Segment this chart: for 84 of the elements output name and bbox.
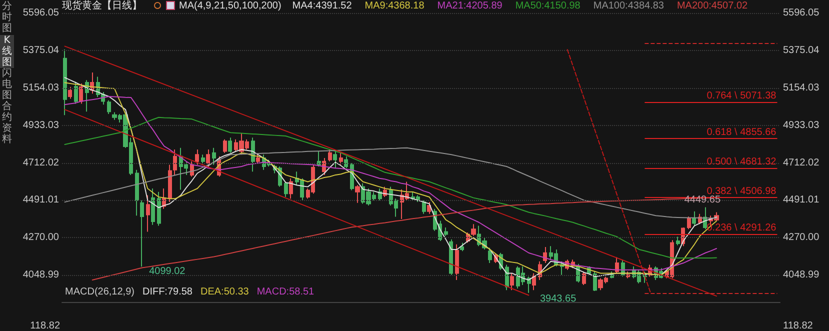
candlestick	[355, 184, 360, 204]
candlestick	[333, 150, 337, 169]
y2-tick-label: 4048.99	[783, 270, 820, 281]
candlestick	[615, 256, 619, 274]
candlestick	[449, 238, 453, 276]
text: MA4:4391.52	[292, 0, 352, 12]
annotation: DEA:50.33	[200, 286, 250, 298]
ref-line-label: 0.764 \ 5071.38	[706, 90, 777, 102]
candlestick	[460, 242, 464, 252]
annotation: 3943.65	[540, 294, 577, 304]
y2-tick-label: 4933.03	[783, 120, 820, 131]
candlestick	[146, 194, 150, 232]
text: MA50:4150.98	[515, 0, 581, 12]
candlestick	[74, 81, 78, 104]
candlestick	[488, 247, 492, 264]
y-tick-label: 5596.05	[22, 8, 60, 18]
candlestick	[582, 271, 586, 286]
text: 闪电图	[0, 68, 14, 101]
candlestick	[455, 244, 459, 280]
candlestick	[135, 169, 139, 216]
candlestick	[510, 272, 514, 291]
candlestick	[107, 100, 111, 114]
candlestick	[422, 200, 426, 214]
y-tick-label: 4048.99	[22, 270, 60, 281]
candlestick	[228, 137, 232, 154]
text: 118.82	[783, 320, 813, 331]
candlestick	[151, 188, 155, 226]
candlestick	[532, 272, 536, 291]
y-tick-label: 4270.00	[22, 232, 60, 244]
y-tick-label: 5154.03	[22, 82, 60, 94]
text: MA200:4507.02	[676, 0, 748, 12]
candlestick	[317, 150, 321, 167]
candlestick	[289, 178, 293, 200]
candlestick	[212, 147, 216, 166]
y2-tick-label: 4270.00	[783, 232, 820, 244]
candlestick	[79, 82, 83, 104]
candlestick	[284, 181, 288, 198]
text: 分时图	[0, 1, 14, 34]
text: MA9:4368.18	[364, 0, 425, 12]
y-tick-label: 4491.01	[22, 194, 60, 206]
y-tick-label: 4712.02	[22, 157, 60, 168]
candlestick	[687, 216, 691, 230]
candlestick	[68, 86, 72, 100]
y-tick-label: 4933.03	[22, 120, 60, 131]
candlestick	[256, 154, 260, 164]
text: K线图	[0, 35, 14, 68]
candlestick	[344, 156, 348, 169]
candlestick	[339, 152, 343, 166]
candlestick	[676, 236, 680, 246]
candlestick	[140, 200, 144, 268]
candlestick	[63, 48, 67, 116]
candlestick	[223, 138, 227, 154]
annotation: MACD(26,12,9)	[65, 286, 134, 298]
y2-tick-label: 4712.02	[783, 157, 820, 168]
candlestick	[593, 271, 597, 292]
y2-tick-label: 5596.05	[783, 8, 820, 18]
candlestick	[543, 246, 547, 264]
annotation: 4099.02	[149, 266, 186, 278]
y2-tick-label: 5154.03	[783, 82, 820, 94]
candlestick	[692, 210, 696, 226]
chart-title: 现货黄金【日线】	[62, 0, 142, 12]
ref-line-label: 0.500 \ 4681.32	[706, 156, 777, 168]
ref-line-label: 0.382 \ 4506.98	[706, 186, 777, 197]
annotation: MACD:58.51	[256, 286, 315, 298]
text: MA100:4384.83	[593, 0, 664, 12]
text: MA21:4205.89	[437, 0, 503, 12]
candlestick	[328, 149, 332, 162]
candlestick	[206, 149, 210, 167]
text: 118.82	[30, 320, 60, 331]
candlestick	[427, 202, 431, 214]
candlestick	[643, 271, 647, 284]
legend-title: MA(4,9,21,50,100,200)	[179, 0, 282, 12]
annotation: DIFF:79.58	[142, 286, 193, 298]
y-tick-label: 5375.04	[22, 44, 60, 56]
text: 合约资料	[0, 101, 14, 145]
candlestick	[626, 271, 630, 279]
y2-tick-label: 5375.04	[783, 44, 820, 56]
candlestick	[201, 154, 205, 166]
candlestick	[444, 226, 448, 236]
ref-line-label: 0.618 \ 4855.66	[706, 126, 777, 138]
ref-line-label: 0.236 \ 4291.26	[706, 222, 777, 234]
y2-tick-label: 4491.01	[783, 194, 820, 206]
candlestick	[195, 149, 199, 166]
candlestick	[157, 191, 161, 226]
